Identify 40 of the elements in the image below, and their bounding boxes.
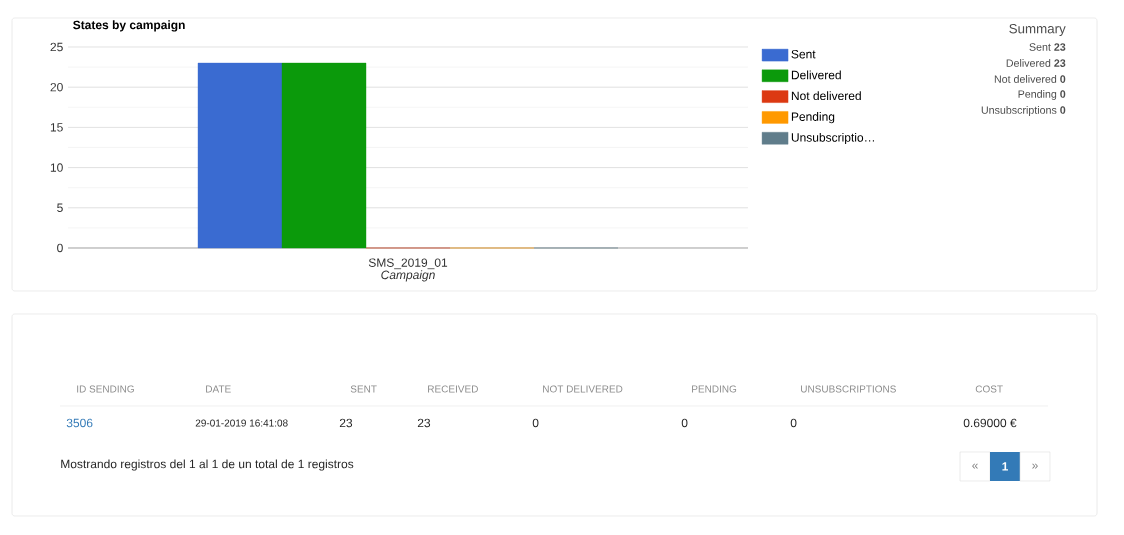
- y-tick-label: 5: [57, 203, 63, 212]
- category-label: PENDING: [692, 385, 737, 393]
- x-tick-label: SMS_2019_01: [368, 258, 448, 270]
- text: Sent 23: [1029, 43, 1066, 51]
- legend-label: Pending: [791, 112, 835, 124]
- text: Delivered 23: [1006, 59, 1066, 67]
- legend-label: Unsubscriptio…: [791, 132, 874, 145]
- text: 23: [339, 418, 353, 428]
- text: »: [1032, 463, 1038, 469]
- legend-label: Not delivered: [791, 91, 861, 101]
- text: 0: [790, 418, 797, 428]
- text: Unsubscriptions 0: [981, 106, 1066, 116]
- category-label: DATE: [206, 385, 231, 393]
- text: 1: [1002, 462, 1008, 471]
- category-label: SENT: [350, 385, 377, 393]
- category-label: RECEIVED: [428, 385, 478, 393]
- text: 0.69000 €: [963, 418, 1017, 428]
- category-label: NOT DELIVERED: [543, 385, 623, 393]
- text: 23: [417, 418, 431, 428]
- legend-label: Sent: [791, 49, 816, 59]
- legend-label: Delivered: [791, 70, 841, 80]
- y-tick-label: 0: [57, 243, 63, 253]
- text: 0: [532, 418, 539, 428]
- y-tick-label: 20: [50, 82, 63, 92]
- text: 29-01-2019 16:41:08: [195, 419, 288, 427]
- y-tick-label: 15: [50, 123, 63, 132]
- text: Pending 0: [1018, 90, 1066, 100]
- text: Not delivered 0: [994, 75, 1066, 83]
- category-label: COST: [975, 385, 1003, 393]
- category-label: UNSUBSCRIPTIONS: [801, 385, 896, 393]
- y-tick-label: 25: [50, 42, 63, 52]
- text: Mostrando registros del 1 al 1 de un total de 1 registros: [61, 459, 354, 471]
- x-axis-title: Campaign: [381, 270, 435, 282]
- text: Summary: [1009, 23, 1066, 37]
- text: «: [972, 463, 978, 469]
- y-tick-label: 10: [50, 163, 63, 172]
- text: 0: [681, 418, 688, 428]
- category-label: ID SENDING: [77, 385, 134, 393]
- chart-title: States by campaign: [73, 20, 185, 32]
- text: 3506: [66, 418, 93, 428]
